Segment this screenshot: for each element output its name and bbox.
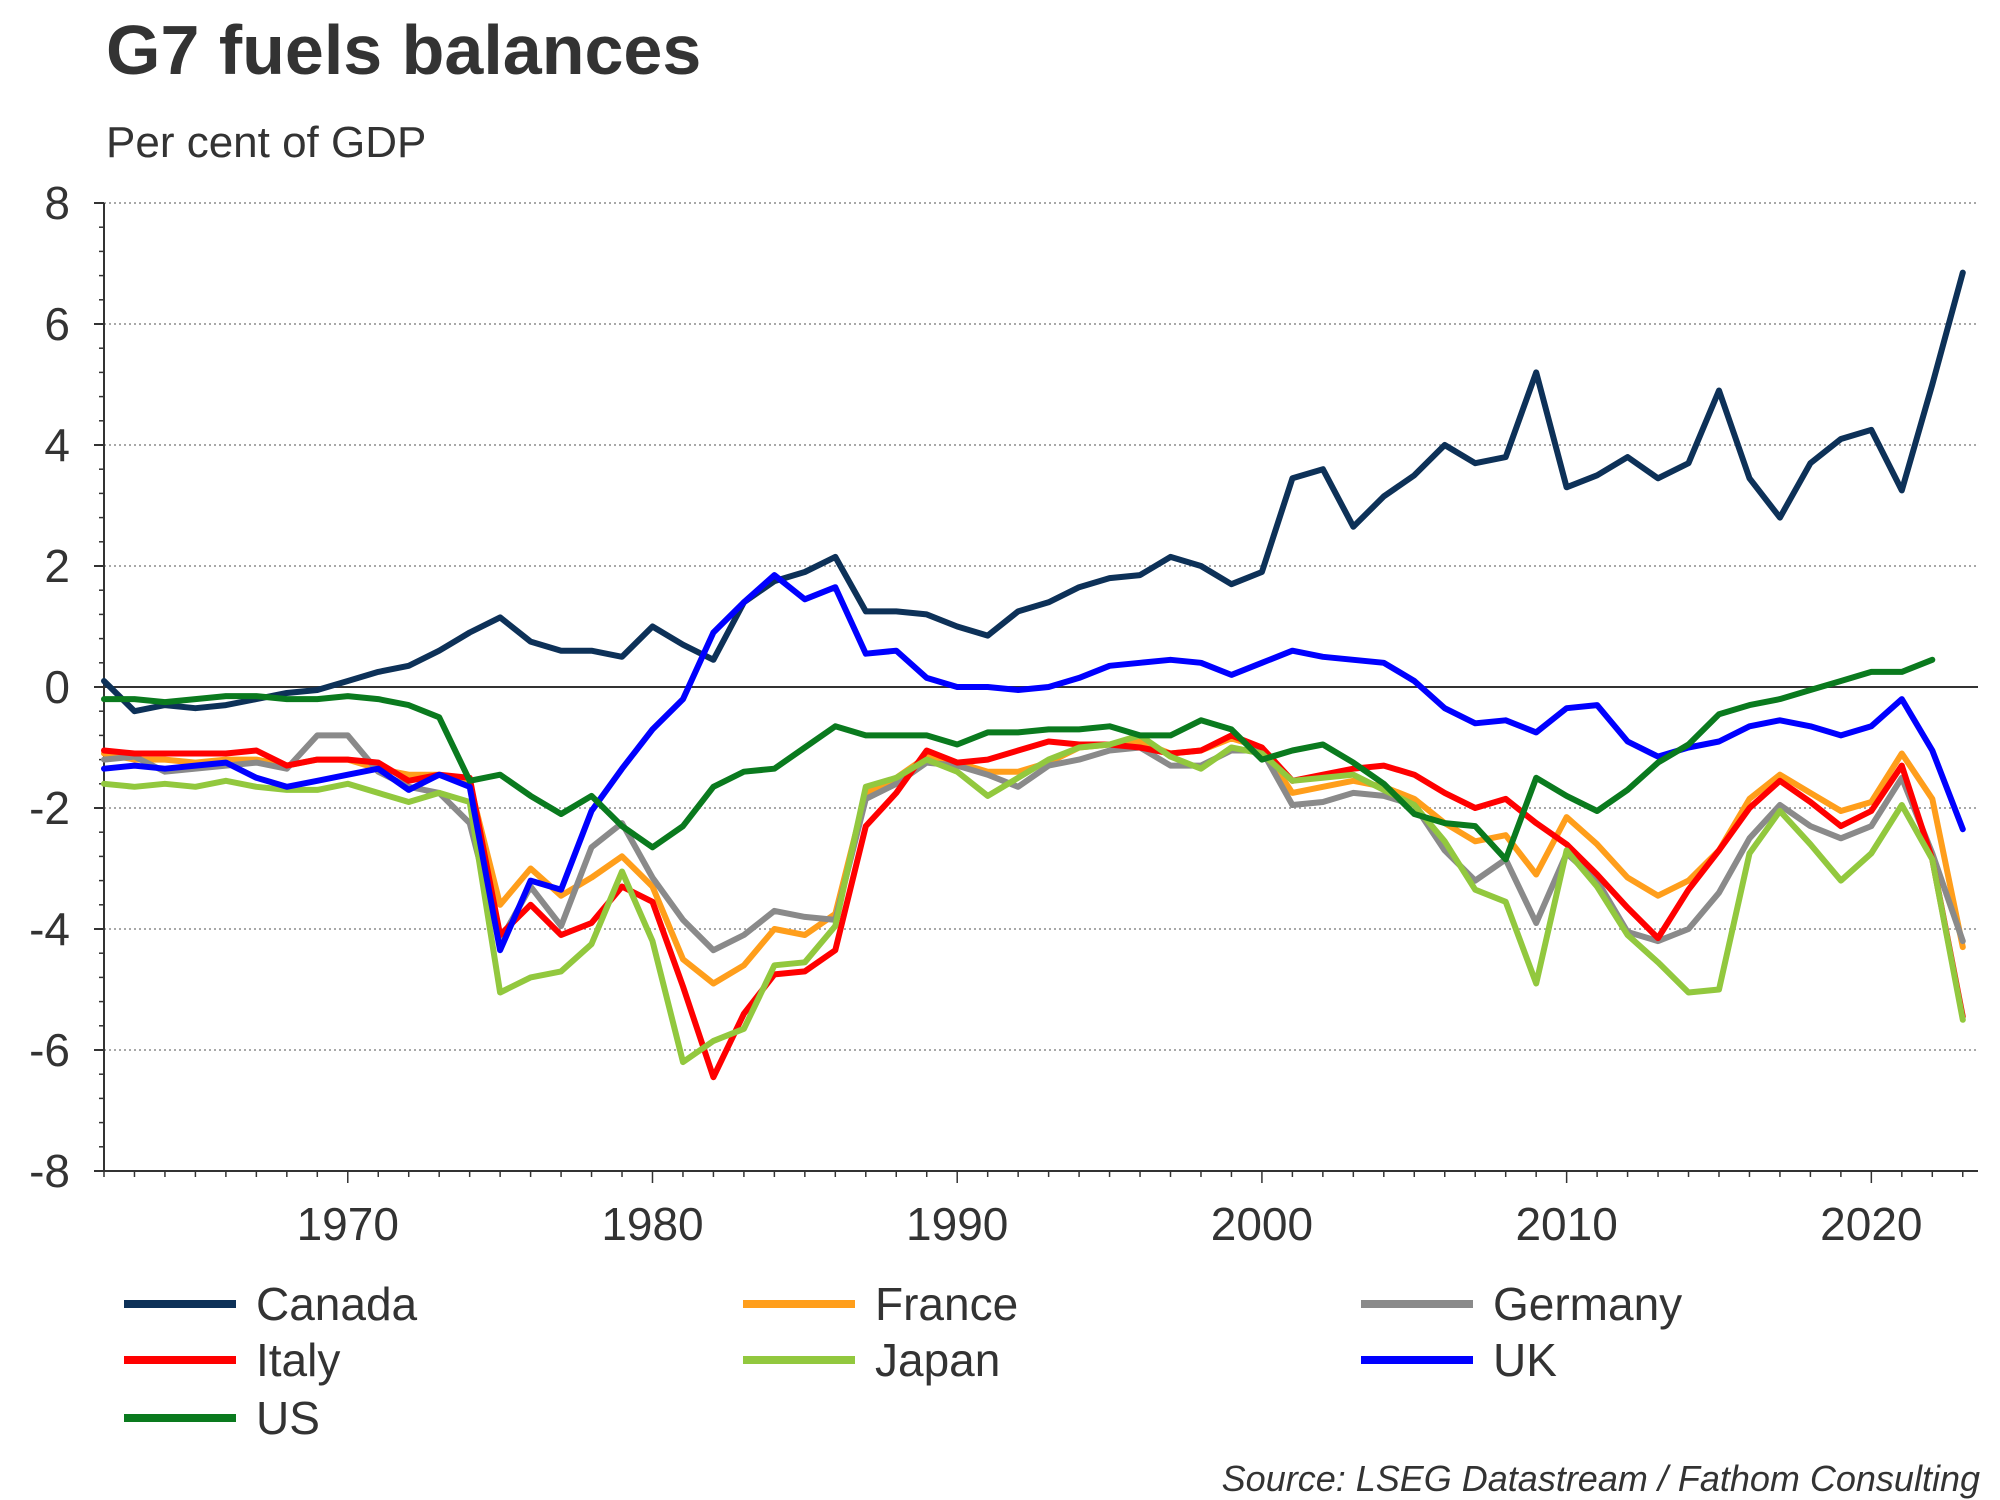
x-tick-label: 2020 (1820, 1198, 1922, 1250)
x-tick-label: 2000 (1211, 1198, 1313, 1250)
x-tick-label: 1980 (601, 1198, 703, 1250)
y-tick-label: 6 (44, 298, 70, 350)
x-tick-label: 1970 (297, 1198, 399, 1250)
series-line-us (101, 656, 1936, 863)
axes: -8 -6 -4 -2 0 2 4 6 8 1970 1980 1990 2000 2010 2020 (29, 177, 1978, 1250)
legend-label-japan: Japan (875, 1334, 1000, 1386)
legend: Canada France Germany Italy Japan UK US (124, 1278, 1682, 1444)
series-lines (101, 269, 1966, 1081)
y-tick-label: 8 (44, 177, 70, 229)
x-tick-label: 1990 (906, 1198, 1008, 1250)
y-tick-label: -4 (29, 903, 70, 955)
legend-label-us: US (256, 1392, 320, 1444)
y-tick-label: -8 (29, 1145, 70, 1197)
y-tick-label: 2 (44, 540, 70, 592)
series-line-uk (101, 572, 1966, 954)
legend-label-germany: Germany (1493, 1278, 1682, 1330)
legend-label-france: France (875, 1278, 1018, 1330)
series-line-italy (101, 732, 1966, 1081)
y-tick-label: 4 (44, 419, 70, 471)
legend-label-canada: Canada (256, 1278, 418, 1330)
y-tick-label: -6 (29, 1024, 70, 1076)
y-tick-label: -2 (29, 782, 70, 834)
series-line-canada (101, 269, 1966, 715)
legend-label-uk: UK (1493, 1334, 1557, 1386)
y-tick-label: 0 (44, 661, 70, 713)
chart-subtitle: Per cent of GDP (106, 118, 427, 167)
series-line-japan (101, 732, 1966, 1066)
legend-label-italy: Italy (256, 1334, 340, 1386)
chart-title: G7 fuels balances (106, 11, 702, 89)
x-tick-label: 2010 (1515, 1198, 1617, 1250)
source-note: Source: LSEG Datastream / Fathom Consult… (1221, 1458, 1980, 1499)
